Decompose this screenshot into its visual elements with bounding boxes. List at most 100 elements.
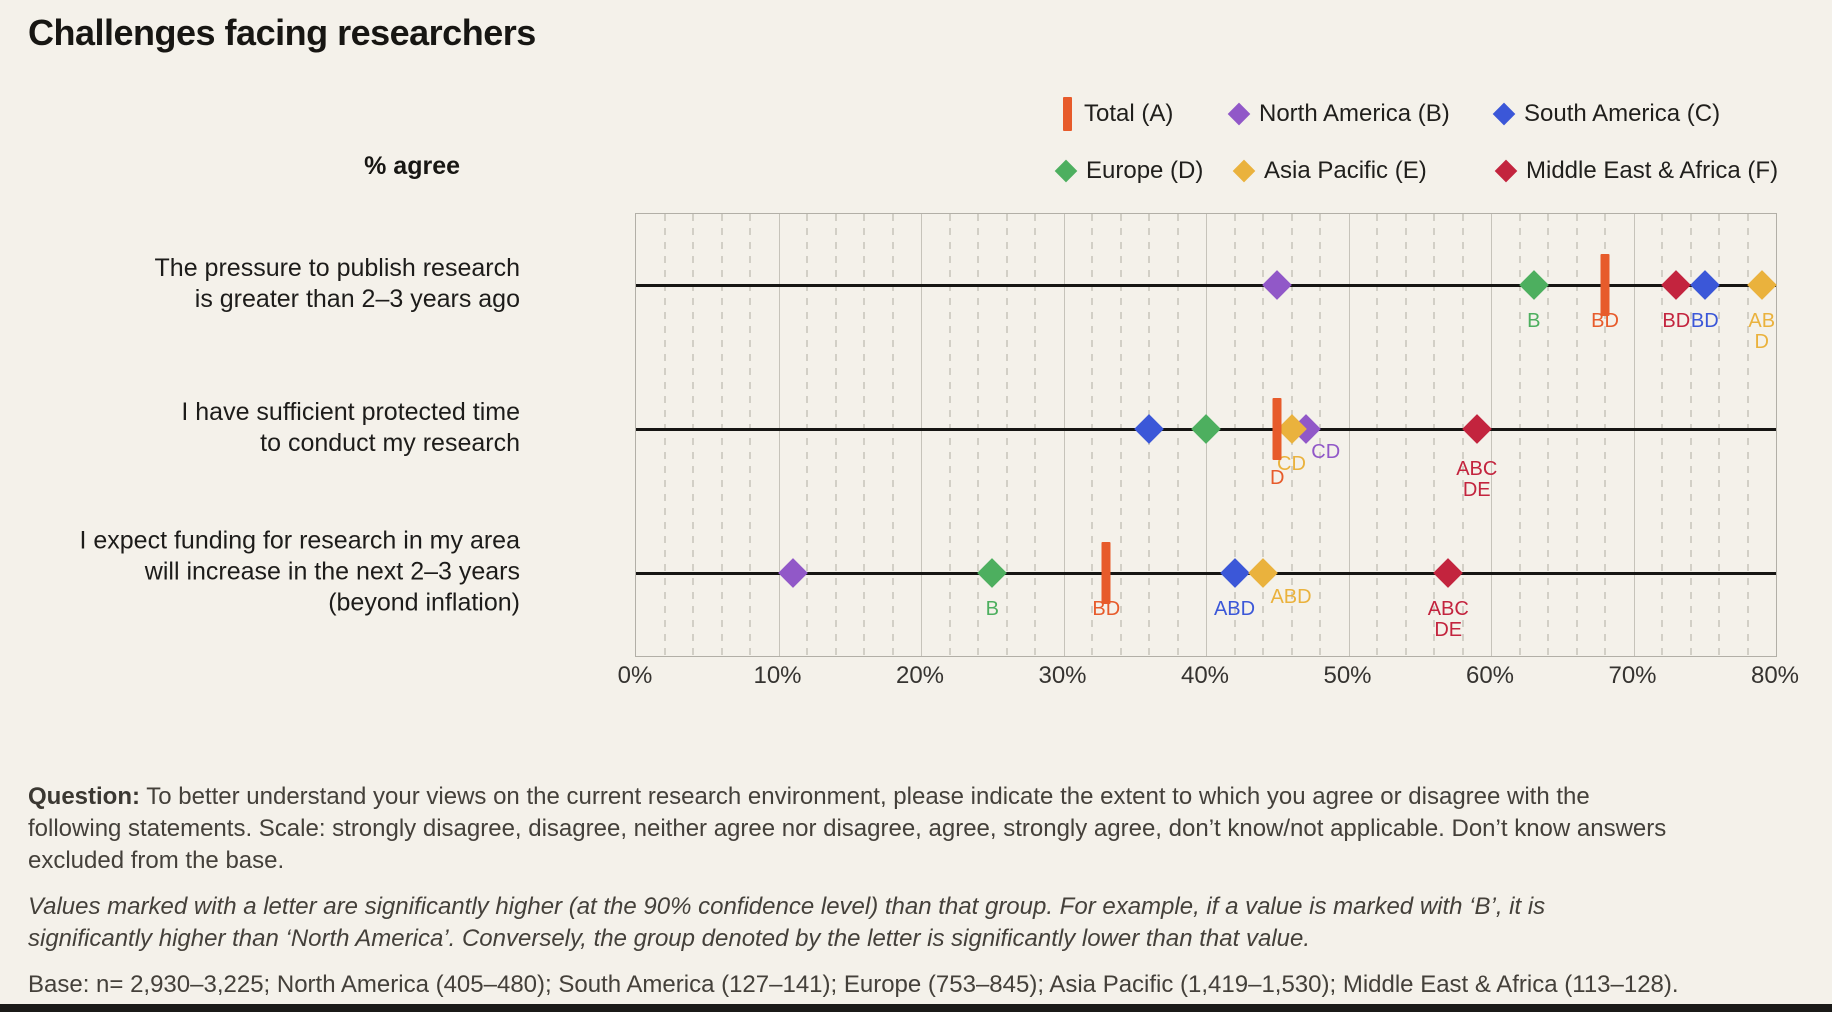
question-text: To better understand your views on the c…: [28, 783, 1667, 874]
base-note: Base: n= 2,930–3,225; North America (405…: [28, 971, 1679, 998]
diamond-icon: [1494, 159, 1518, 183]
major-gridline: [921, 214, 922, 656]
legend-diamond-swatch-europe: [1054, 159, 1078, 183]
legend-label: North America (B): [1259, 100, 1450, 127]
marker-total: [1272, 398, 1282, 460]
minor-gridline: [1547, 214, 1549, 656]
minor-gridline: [1319, 214, 1321, 656]
x-tick-label: 50%: [1323, 662, 1372, 689]
significance-note: Values marked with a letter are signific…: [28, 893, 1546, 952]
minor-gridline: [1661, 214, 1663, 656]
minor-gridline: [692, 214, 694, 656]
row-label: I have sufficient protected time to cond…: [181, 398, 520, 457]
marker-total: [1600, 254, 1610, 316]
sig-letters-europe: B: [1527, 310, 1541, 332]
minor-gridline: [663, 214, 666, 656]
legend-diamond-swatch-south-america: [1492, 102, 1516, 126]
minor-gridline: [1233, 214, 1236, 656]
x-tick-label: 30%: [1038, 662, 1087, 689]
marker-europe: [977, 558, 1008, 588]
sig-letters-middle-east-africa: ABC DE: [1427, 598, 1469, 641]
sig-letters-middle-east-africa: BD: [1662, 310, 1691, 332]
legend-diamond-swatch-north-america: [1227, 102, 1251, 126]
marker-middle-east-africa: [1661, 270, 1692, 300]
legend-item-north-america: North America (B): [1227, 97, 1450, 131]
minor-gridline: [1575, 214, 1578, 656]
sig-letters-asia-pacific: ABD: [1270, 586, 1312, 608]
legend-item-middle-east-africa: Middle East & Africa (F): [1494, 154, 1779, 188]
diamond-icon: [1054, 159, 1078, 183]
plot-area: B BD BD BD AB D CD CD D ABC DE B BD ABD ABD ABC DE: [635, 213, 1777, 657]
sig-letters-middle-east-africa: ABC DE: [1456, 458, 1498, 501]
marker-asia-pacific: [1746, 270, 1777, 300]
legend-label: Asia Pacific (E): [1264, 157, 1427, 184]
row-baseline: [636, 572, 1776, 575]
major-gridline: [1633, 214, 1635, 656]
sig-letters-total: D: [1270, 467, 1285, 489]
major-gridline: [778, 214, 780, 656]
question-note: Question: To better understand your view…: [28, 781, 1808, 877]
marker-middle-east-africa: [1461, 414, 1492, 444]
major-gridline: [1063, 214, 1065, 656]
row-baseline: [636, 284, 1776, 287]
minor-gridline: [1091, 214, 1093, 656]
legend-diamond-swatch-asia-pacific: [1232, 159, 1256, 183]
major-gridline: [1348, 214, 1350, 656]
minor-gridline: [1718, 214, 1720, 656]
marker-europe: [1191, 414, 1221, 444]
x-tick-label: 80%: [1750, 662, 1800, 689]
minor-gridline: [977, 214, 979, 656]
sig-letters-europe: B: [985, 598, 999, 620]
legend-item-south-america: South America (C): [1492, 97, 1720, 131]
minor-gridline: [1005, 214, 1008, 656]
minor-gridline: [1262, 214, 1264, 656]
minor-gridline: [834, 214, 837, 656]
minor-gridline: [1376, 214, 1378, 656]
sig-letters-south-america: BD: [1690, 310, 1719, 332]
sig-letters-total: BD: [1591, 310, 1619, 332]
legend-label: Middle East & Africa (F): [1526, 157, 1779, 184]
x-tick-label: 10%: [753, 662, 802, 689]
minor-gridline: [1689, 214, 1692, 656]
row-label: I expect funding for research in my area…: [79, 526, 520, 617]
marker-middle-east-africa: [1433, 558, 1464, 588]
marker-north-america: [777, 558, 808, 588]
sig-letters-total: BD: [1092, 598, 1121, 620]
legend-item-total: Total (A): [1063, 97, 1173, 131]
minor-gridline: [1518, 214, 1521, 656]
minor-gridline: [948, 214, 951, 656]
marker-asia-pacific: [1248, 558, 1278, 588]
legend-bar-swatch-total: [1063, 97, 1072, 131]
question-label: Question:: [28, 783, 140, 810]
sig-letters-south-america: ABD: [1213, 598, 1256, 620]
diamond-icon: [1227, 102, 1251, 126]
diamond-icon: [1492, 102, 1516, 126]
minor-gridline: [806, 214, 808, 656]
minor-gridline: [863, 214, 865, 656]
legend-label: Europe (D): [1086, 157, 1204, 184]
minor-gridline: [1604, 214, 1606, 656]
legend-diamond-swatch-middle-east-africa: [1494, 159, 1518, 183]
row-label: The pressure to publish research is grea…: [154, 254, 520, 313]
minor-gridline: [720, 214, 723, 656]
marker-europe: [1518, 270, 1549, 300]
sig-letters-asia-pacific: AB D: [1748, 310, 1776, 353]
marker-north-america: [1262, 270, 1293, 300]
sig-letters-asia-pacific: CD: [1277, 453, 1306, 475]
minor-gridline: [1461, 214, 1464, 656]
bottom-bar: [0, 1004, 1832, 1012]
minor-gridline: [1433, 214, 1435, 656]
marker-south-america: [1134, 414, 1164, 444]
x-tick-label: 20%: [895, 662, 945, 689]
y-axis-unit-label: % agree: [364, 152, 460, 180]
page-title: Challenges facing researchers: [28, 12, 536, 53]
minor-gridline: [749, 214, 751, 656]
marker-total: [1101, 542, 1111, 604]
sig-letters-north-america: CD: [1311, 441, 1341, 463]
legend-label: Total (A): [1084, 100, 1174, 127]
minor-gridline: [1176, 214, 1179, 656]
major-gridline: [1491, 214, 1492, 656]
legend-item-asia-pacific: Asia Pacific (E): [1232, 154, 1427, 188]
minor-gridline: [1034, 214, 1036, 656]
